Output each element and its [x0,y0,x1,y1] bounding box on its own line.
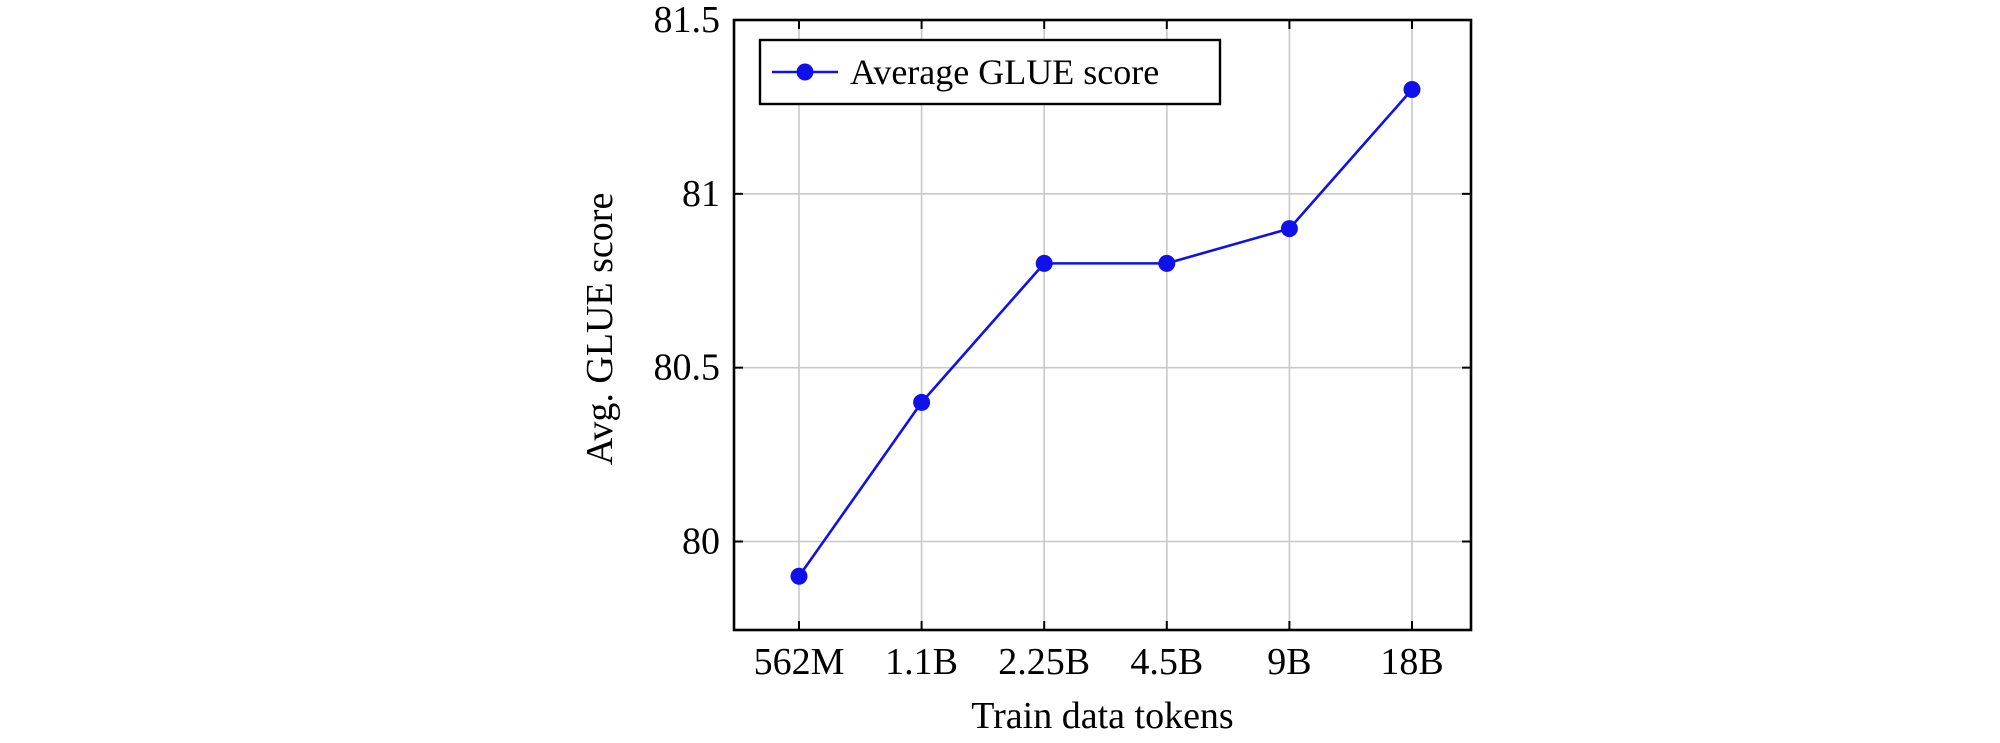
data-point [790,567,808,585]
legend-marker [796,63,814,81]
y-tick-label: 80 [682,521,720,563]
data-point [1158,254,1176,272]
x-tick-label: 9B [1267,641,1311,683]
plot-frame [732,18,1473,632]
data-point [1035,254,1053,272]
x-tick-label: 2.25B [998,641,1090,683]
y-tick-label: 81.5 [654,0,721,41]
x-axis-ticks: 562M 1.1B 2.25B 4.5B 9B 18B [754,20,1444,683]
y-axis-label: Avg. GLUE score [579,193,621,466]
legend-box [758,38,1222,106]
data-point [1403,81,1421,99]
legend: Average GLUE score [758,38,1222,106]
x-tick-label: 1.1B [885,641,958,683]
y-tick-label: 81 [682,173,720,215]
legend-label: Average GLUE score [850,52,1159,92]
x-tick-label: 4.5B [1130,641,1203,683]
series-line [797,88,1413,578]
x-tick-label: 562M [754,641,845,683]
y-tick-label: 80.5 [654,347,721,389]
grid [734,19,1471,630]
data-point [1280,220,1298,238]
series-points [790,81,1421,585]
x-tick-label: 18B [1380,641,1443,683]
y-axis-ticks: 80 80.5 81 81.5 [654,0,1471,563]
x-axis-label: Train data tokens [971,695,1233,737]
data-point [913,393,931,411]
